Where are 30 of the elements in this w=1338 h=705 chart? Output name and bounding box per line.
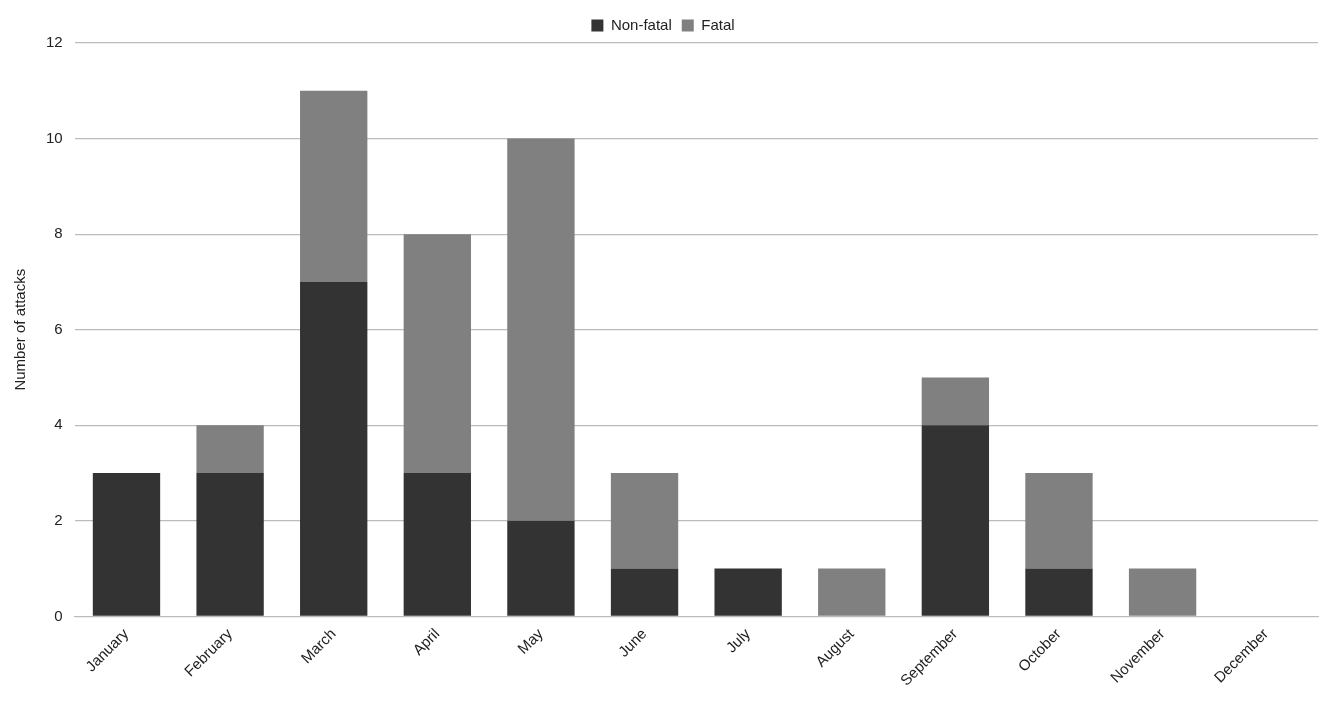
bar [300,281,368,616]
y-tick-label: 2 [54,510,63,528]
bar [921,425,990,616]
bar [507,520,575,616]
bar [818,568,886,616]
y-tick-label: 8 [54,224,63,242]
bar [196,425,264,474]
bar [1128,568,1197,616]
y-tick-label: 12 [46,33,63,51]
bar [92,473,161,616]
bar [507,138,575,521]
legend-label: Non-fatal [610,15,672,33]
bar [921,377,990,426]
bar [196,473,264,616]
x-tick-label: May [513,624,547,657]
y-tick-label: 4 [54,415,63,433]
bar [610,568,679,616]
bar [1025,568,1093,616]
y-axis-title: Number of attacks [11,268,29,391]
bar [1025,473,1093,569]
bar [403,234,471,474]
y-tick-label: 10 [46,128,63,146]
bar [300,90,368,282]
y-tick-label: 6 [54,319,63,337]
legend-label: Fatal [701,15,735,33]
bar [610,473,679,569]
x-tick-label: July [722,624,754,656]
y-tick-label: 0 [54,606,63,624]
bar [714,568,782,616]
bar [403,473,471,616]
